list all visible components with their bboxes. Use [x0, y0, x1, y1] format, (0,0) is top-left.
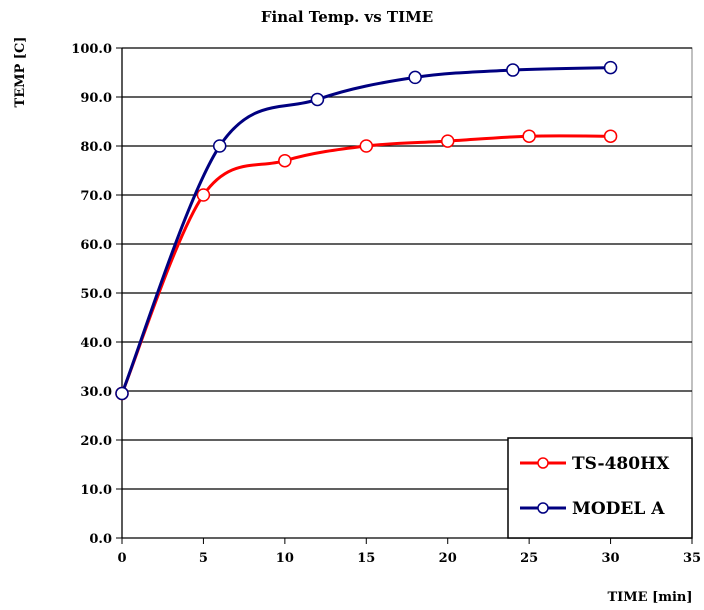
series-1 [115, 60, 618, 401]
x-axis-ticks: 0 5 10 15 20 25 30 35 [117, 538, 701, 566]
x-tick-label: 35 [683, 551, 701, 566]
data-point [603, 129, 618, 143]
y-tick-label: 50.0 [80, 287, 112, 302]
x-tick-label: 15 [357, 551, 375, 566]
data-point [440, 134, 455, 148]
y-tick-label: 20.0 [80, 434, 112, 449]
y-tick-label: 100.0 [71, 42, 112, 57]
data-point [115, 386, 129, 401]
x-tick-label: 20 [439, 551, 457, 566]
y-tick-label: 90.0 [80, 91, 112, 106]
data-point [408, 70, 422, 85]
data-point [212, 139, 227, 153]
y-axis-ticks: 0.0 10.0 20.0 30.0 40.0 50.0 60.0 70.0 80.0 90.0 1… [71, 42, 122, 547]
y-tick-label: 80.0 [80, 140, 112, 155]
y-axis-title: TEMP [C] [13, 37, 28, 108]
legend-box [507, 437, 693, 539]
x-tick-label: 10 [276, 551, 294, 566]
chart-title: Final Temp. vs TIME [261, 8, 433, 26]
x-tick-label: 30 [602, 551, 620, 566]
legend-label: MODEL A [572, 499, 665, 519]
y-tick-label: 0.0 [89, 532, 112, 547]
data-point [359, 139, 374, 153]
y-tick-label: 70.0 [80, 189, 112, 204]
y-tick-label: 40.0 [80, 336, 112, 351]
data-point [310, 92, 325, 107]
data-point [603, 60, 618, 75]
legend-marker [537, 457, 549, 469]
legend: TS-480HX MODEL A [507, 437, 693, 539]
data-point [196, 188, 211, 202]
x-tick-label: 25 [520, 551, 538, 566]
data-point [506, 63, 520, 77]
data-point [278, 153, 292, 168]
y-tick-label: 30.0 [80, 385, 112, 400]
series-layer [115, 60, 618, 401]
x-tick-label: 0 [117, 551, 126, 566]
data-point [522, 129, 536, 143]
x-tick-label: 5 [199, 551, 208, 566]
y-tick-label: 60.0 [80, 238, 112, 253]
legend-marker [537, 502, 549, 514]
x-axis-title: TIME [min] [607, 590, 692, 605]
legend-label: TS-480HX [572, 454, 670, 474]
y-tick-label: 10.0 [80, 483, 112, 498]
